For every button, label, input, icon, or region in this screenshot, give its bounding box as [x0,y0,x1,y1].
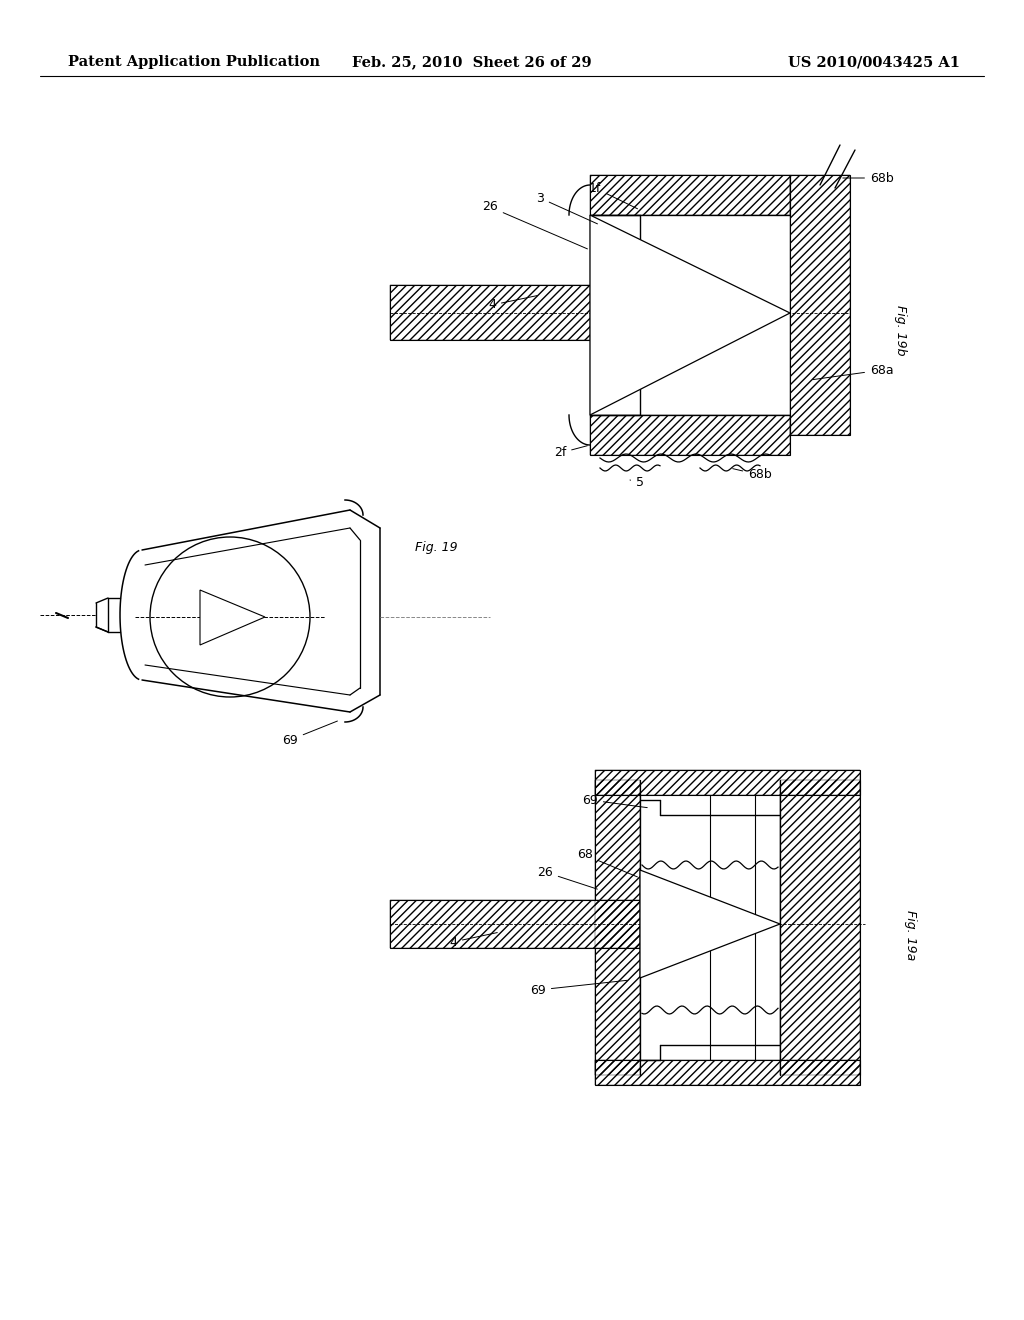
Bar [390,900,640,948]
Text: 4: 4 [450,932,498,949]
Text: Fig. 19b: Fig. 19b [894,305,906,355]
Bar [595,780,640,1074]
Bar [595,770,860,795]
Bar [780,780,860,1074]
Bar [595,770,860,795]
Bar [390,285,590,341]
Text: 1f: 1f [589,181,638,209]
Text: 2f: 2f [554,446,588,459]
Text: 4: 4 [488,296,538,312]
Text: 5: 5 [630,477,644,490]
Text: 68b: 68b [733,469,772,482]
Bar [590,176,790,215]
Text: US 2010/0043425 A1: US 2010/0043425 A1 [788,55,961,69]
Bar [390,285,590,341]
Text: 68b: 68b [843,172,894,185]
Text: 26: 26 [482,201,588,249]
Bar [595,1060,860,1085]
Text: Fig. 19: Fig. 19 [415,541,458,554]
Text: 3: 3 [536,191,597,224]
Bar [595,780,640,1074]
Bar [595,1060,860,1085]
Text: Feb. 25, 2010  Sheet 26 of 29: Feb. 25, 2010 Sheet 26 of 29 [352,55,592,69]
Bar [590,414,790,455]
Text: 69: 69 [530,981,628,997]
Polygon shape [200,590,265,645]
Polygon shape [590,215,790,414]
Text: Patent Application Publication: Patent Application Publication [68,55,319,69]
Bar [790,176,850,436]
Text: Fig. 19a: Fig. 19a [903,909,916,960]
Bar [590,414,790,455]
Polygon shape [640,870,780,978]
Text: 69: 69 [582,793,647,808]
Text: 68a: 68a [813,363,894,380]
Bar [780,780,860,1074]
Text: 69: 69 [283,721,338,747]
Bar [390,900,640,948]
Text: 68: 68 [578,849,637,876]
Text: 26: 26 [538,866,597,890]
Bar [590,176,790,215]
Bar [790,176,850,436]
